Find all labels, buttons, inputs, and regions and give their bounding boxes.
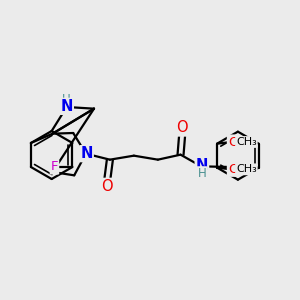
Text: O: O bbox=[101, 179, 113, 194]
Text: O: O bbox=[228, 163, 238, 176]
Text: N: N bbox=[61, 99, 73, 114]
Text: H: H bbox=[197, 167, 206, 180]
Text: CH₃: CH₃ bbox=[236, 164, 257, 174]
Text: O: O bbox=[176, 121, 188, 136]
Text: N: N bbox=[80, 146, 93, 161]
Text: H: H bbox=[61, 93, 70, 106]
Text: F: F bbox=[51, 160, 58, 173]
Text: N: N bbox=[196, 158, 208, 172]
Text: O: O bbox=[228, 136, 238, 148]
Text: CH₃: CH₃ bbox=[236, 137, 257, 147]
